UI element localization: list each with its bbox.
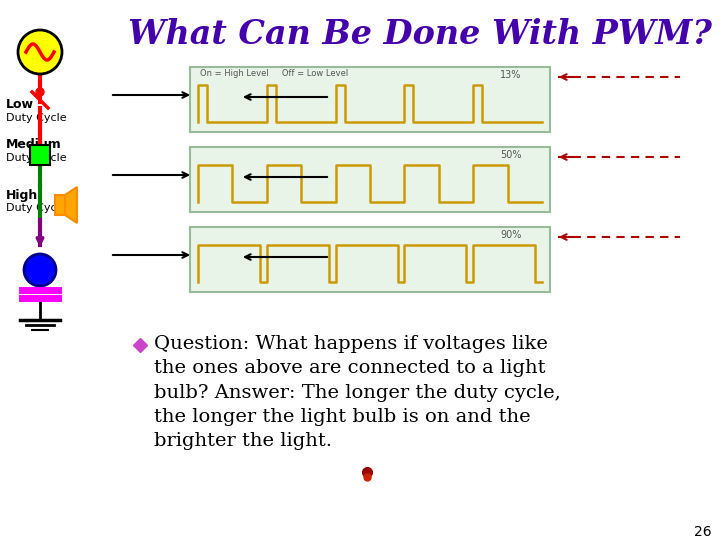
Text: 50%: 50% <box>500 150 521 160</box>
Bar <box>190 227 550 292</box>
Text: Question: What happens if voltages like
the ones above are connected to a light
: Question: What happens if voltages like … <box>154 335 561 450</box>
Text: Duty Cycle: Duty Cycle <box>6 113 67 123</box>
Text: 13%: 13% <box>500 70 521 80</box>
Text: 26: 26 <box>694 525 712 539</box>
Bar <box>190 67 550 132</box>
Text: Low: Low <box>6 98 34 111</box>
Bar <box>190 147 550 212</box>
Text: Medium: Medium <box>6 138 62 152</box>
Bar <box>55 195 65 215</box>
Text: High: High <box>6 188 38 201</box>
Text: Duty Cycle: Duty Cycle <box>6 153 67 163</box>
Bar <box>30 145 50 165</box>
Text: Duty Cycle: Duty Cycle <box>6 203 67 213</box>
Circle shape <box>36 88 44 96</box>
Polygon shape <box>65 187 77 223</box>
Text: What Can Be Done With PWM?: What Can Be Done With PWM? <box>128 18 712 51</box>
Text: 90%: 90% <box>500 230 521 240</box>
Circle shape <box>18 30 62 74</box>
Text: On = High Level     Off = Low Level: On = High Level Off = Low Level <box>200 70 348 78</box>
Circle shape <box>24 254 56 286</box>
